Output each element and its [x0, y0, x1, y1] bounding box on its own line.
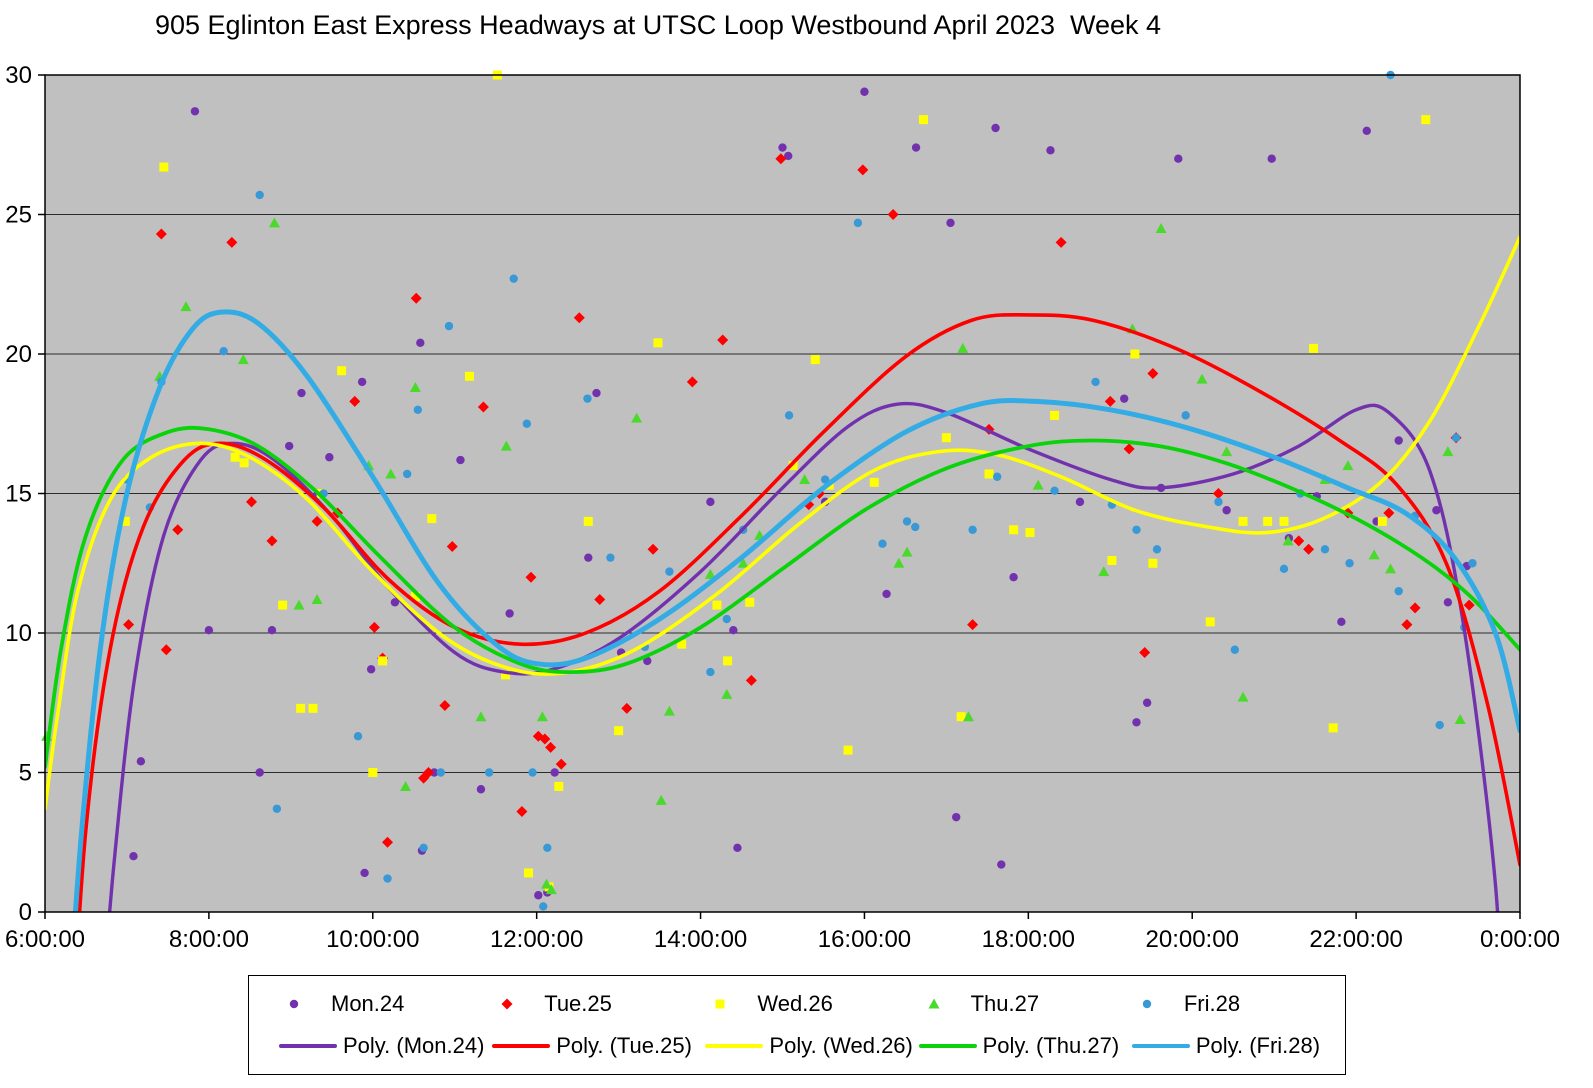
circle-marker-icon [1140, 991, 1154, 1017]
legend-item-poly-mon-24-: Poly. (Mon.24) [279, 1033, 492, 1059]
svg-text:18:00:00: 18:00:00 [982, 926, 1075, 953]
legend-label: Poly. (Tue.25) [556, 1032, 692, 1058]
chart-title: 905 Eglinton East Express Headways at UT… [155, 10, 1162, 40]
x-axis-labels: 6:00:00 8:00:00 10:00:00 12:00:00 14:00:00 16… [5, 912, 1560, 953]
svg-text:20:00:00: 20:00:00 [1146, 926, 1239, 953]
square-marker-icon [713, 991, 727, 1017]
legend-label: Wed.26 [757, 991, 833, 1017]
circle-marker-icon [287, 991, 301, 1017]
svg-text:6:00:00: 6:00:00 [5, 926, 85, 953]
svg-text:10:00:00: 10:00:00 [326, 926, 419, 953]
svg-text:20: 20 [5, 341, 32, 368]
trendline-sample-icon [918, 1043, 977, 1048]
trendline-poly-tue-25- [77, 312, 1520, 912]
legend-item-fri28: Fri.28 [1132, 991, 1345, 1017]
svg-text:30: 30 [5, 62, 32, 89]
legend-label: Thu.27 [970, 991, 1040, 1017]
legend-label: Fri.28 [1183, 991, 1241, 1017]
legend-item-tue25: Tue.25 [492, 991, 705, 1017]
legend-label: Tue.25 [544, 991, 612, 1017]
trendline-poly-fri-28- [72, 309, 1520, 912]
diamond-marker-icon [500, 991, 514, 1017]
svg-text:12:00:00: 12:00:00 [490, 926, 583, 953]
series-thu27 [41, 217, 1466, 895]
legend-item-mon24: Mon.24 [279, 991, 492, 1017]
legend-row-lines: Poly. (Mon.24) Poly. (Tue.25) Poly. (Wed.2… [249, 1033, 1345, 1059]
legend-label: Poly. (Thu.27) [982, 1032, 1120, 1058]
svg-text:25: 25 [5, 202, 32, 229]
svg-text:0: 0 [19, 899, 32, 926]
trendline-sample-icon [492, 1043, 551, 1048]
legend-label: Poly. (Wed.26) [769, 1032, 913, 1058]
svg-text:5: 5 [19, 760, 32, 787]
svg-text:15: 15 [5, 481, 32, 508]
legend-label: Poly. (Fri.28) [1195, 1032, 1321, 1058]
legend-label: Poly. (Mon.24) [343, 1032, 485, 1058]
legend-label: Mon.24 [331, 991, 405, 1017]
svg-text:8:00:00: 8:00:00 [169, 926, 249, 953]
svg-text:0:00:00: 0:00:00 [1480, 926, 1560, 953]
legend-item-wed26: Wed.26 [705, 991, 918, 1017]
trendline-sample-icon [279, 1043, 337, 1048]
svg-text:14:00:00: 14:00:00 [654, 926, 747, 953]
legend-item-poly-tue-25-: Poly. (Tue.25) [492, 1033, 705, 1059]
trendline-poly-wed-26- [45, 235, 1520, 811]
legend-item-poly-fri-28-: Poly. (Fri.28) [1131, 1032, 1345, 1059]
trendline-poly-thu-27- [45, 425, 1520, 769]
svg-text:16:00:00: 16:00:00 [818, 926, 911, 953]
series-tue25 [123, 153, 1475, 848]
y-axis-labels: 0 5 10 15 20 25 30 [5, 62, 45, 926]
legend-item-thu27: Thu.27 [919, 991, 1132, 1017]
trendline-sample-icon [705, 1043, 764, 1048]
svg-text:10: 10 [5, 620, 32, 647]
series-fri28 [122, 70, 1477, 911]
svg-text:22:00:00: 22:00:00 [1309, 926, 1402, 953]
trendline-sample-icon [1131, 1043, 1190, 1048]
legend-row-markers: Mon.24 Tue.25 Wed.26 Thu.27 Fri.28 [249, 991, 1345, 1017]
legend-item-poly-thu-27-: Poly. (Thu.27) [918, 1032, 1132, 1059]
trendlines [45, 235, 1520, 912]
triangle-marker-icon [927, 991, 941, 1017]
legend-item-poly-wed-26-: Poly. (Wed.26) [705, 1033, 918, 1059]
chart-plot-area: 0 5 10 15 20 25 30 6:00:00 8:00:00 10:00:00 12:00:… [5, 62, 1560, 953]
trendline-poly-mon-24- [107, 401, 1500, 912]
chart-legend: Mon.24 Tue.25 Wed.26 Thu.27 Fri.28 Poly. (Mo… [248, 975, 1346, 1075]
